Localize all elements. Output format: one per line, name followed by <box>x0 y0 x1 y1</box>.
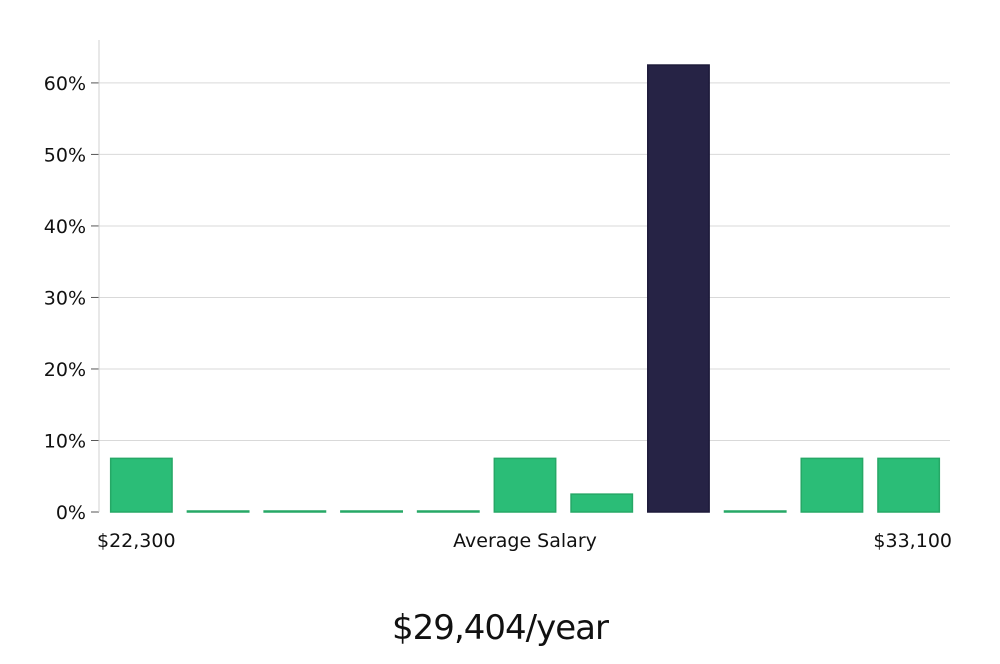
y-tick-label: 30% <box>44 287 86 309</box>
y-tick-label: 0% <box>56 502 86 524</box>
y-tick-label: 20% <box>44 359 86 381</box>
histogram-bar <box>570 493 634 513</box>
histogram-bar <box>877 457 941 513</box>
y-tick-label: 40% <box>44 216 86 238</box>
y-tick-label: 10% <box>44 430 86 452</box>
histogram-bar <box>416 510 480 513</box>
histogram-bar <box>493 457 557 513</box>
histogram-bar <box>263 510 327 513</box>
grid-lines <box>99 82 950 441</box>
histogram-bar <box>340 510 403 513</box>
y-axis-ticks: 0% 10% 20% 30% 40% 50% 60% <box>44 73 99 524</box>
x-label-max: $33,100 <box>873 530 952 552</box>
y-tick-label: 60% <box>44 73 86 95</box>
bars <box>109 64 941 513</box>
histogram-bar-highlighted <box>647 64 710 513</box>
average-salary-headline: $29,404/year <box>392 608 609 648</box>
histogram-bar <box>109 457 173 513</box>
x-label-min: $22,300 <box>97 530 176 552</box>
histogram-bar <box>800 457 864 513</box>
histogram-bar <box>186 510 250 513</box>
histogram-bar <box>723 510 787 513</box>
x-label-average: Average Salary <box>453 530 597 552</box>
y-tick-label: 50% <box>44 144 86 166</box>
